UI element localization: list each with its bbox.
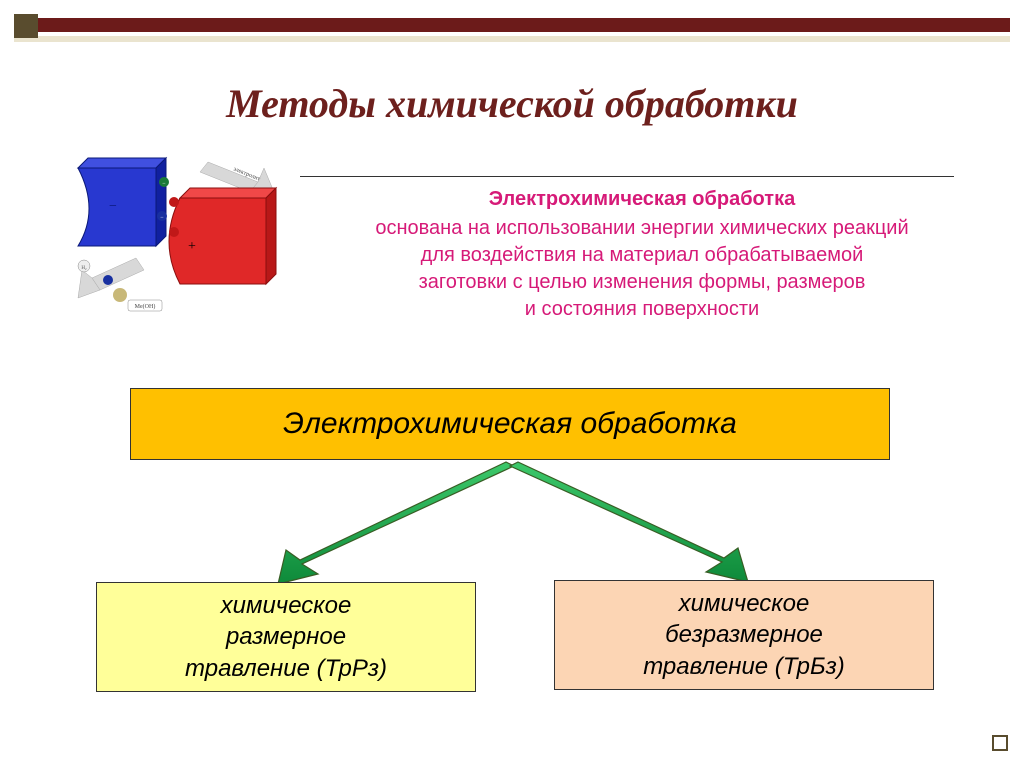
description-line-2: заготовки с целью изменения формы, разме…: [320, 269, 964, 296]
main-category-label: Электрохимическая обработка: [283, 407, 737, 441]
leaf-left-line-1: размерное: [185, 621, 387, 652]
description-block: Электрохимическая обработка основана на …: [320, 188, 964, 323]
leaf-left-line-2: травление (ТрРз): [185, 653, 387, 684]
leaf-box-left: химическое размерное травление (ТрРз): [96, 582, 476, 692]
leaf-right-line-2: травление (ТрБз): [643, 651, 845, 682]
description-line-1: для воздействия на материал обрабатываем…: [320, 242, 964, 269]
corner-decor-bottom: [992, 735, 1008, 751]
top-bar-dark: [38, 18, 1010, 32]
description-heading: Электрохимическая обработка: [320, 188, 964, 211]
electrochemical-illustration: электролит − + − − Me(OH) H₂: [58, 150, 288, 330]
description-line-0: основана на использовании энергии химиче…: [320, 215, 964, 242]
svg-text:−: −: [109, 199, 117, 214]
svg-text:H₂: H₂: [81, 266, 87, 271]
leaf-left-line-0: химическое: [185, 590, 387, 621]
description-line-3: и состояния поверхности: [320, 296, 964, 323]
title-underline: [300, 176, 954, 177]
branch-arrows: [0, 460, 1024, 590]
leaf-right-line-1: безразмерное: [643, 619, 845, 650]
svg-text:Me(OH): Me(OH): [135, 303, 156, 310]
svg-text:+: +: [188, 239, 196, 254]
page-title: Методы химической обработки: [0, 80, 1024, 127]
corner-decor-top: [14, 14, 38, 38]
main-category-box: Электрохимическая обработка: [130, 388, 890, 460]
leaf-right-line-0: химическое: [643, 588, 845, 619]
leaf-box-right: химическое безразмерное травление (ТрБз): [554, 580, 934, 690]
top-bar-light: [14, 36, 1010, 42]
